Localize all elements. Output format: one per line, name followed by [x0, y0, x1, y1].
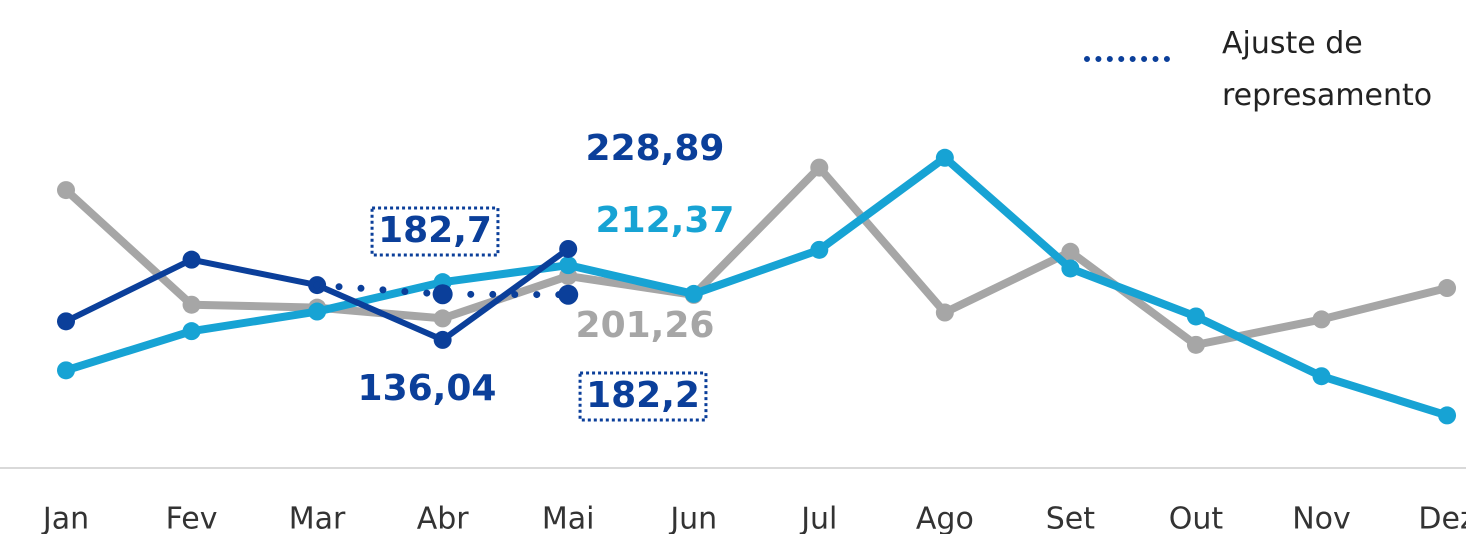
data-label: 201,26: [576, 305, 715, 346]
marker: [935, 148, 954, 167]
legend-swatch: [1084, 56, 1170, 62]
data-label: 228,89: [586, 128, 725, 169]
line: [62, 153, 1452, 420]
marker: [559, 256, 578, 275]
data-label: 182,2: [586, 375, 700, 416]
x-tick-label: Abr: [417, 502, 470, 534]
line: [62, 163, 1452, 349]
marker: [57, 312, 75, 331]
data-label: 182,7: [378, 210, 492, 251]
marker: [1061, 242, 1080, 261]
marker: [182, 295, 201, 314]
x-tick-label: Ago: [916, 502, 974, 534]
marker: [684, 284, 703, 303]
data-label: 136,04: [358, 368, 497, 409]
marker: [1186, 335, 1205, 354]
x-tick-label: Set: [1046, 502, 1096, 534]
marker: [1312, 367, 1331, 386]
marker: [1438, 406, 1457, 425]
marker: [1312, 310, 1331, 329]
label-box: [578, 371, 708, 422]
marker: [308, 302, 327, 321]
marker: [182, 322, 201, 341]
x-tick-label: Jun: [668, 502, 717, 534]
x-tick-label: Out: [1169, 502, 1224, 534]
label-box: [370, 206, 500, 257]
marker: [1061, 259, 1080, 278]
marker: [810, 240, 829, 259]
x-tick-label: Fev: [166, 502, 218, 534]
x-tick-label: Mar: [289, 502, 346, 534]
marker: [558, 284, 579, 305]
marker: [1438, 279, 1457, 298]
marker: [182, 250, 201, 269]
marker: [433, 330, 452, 349]
marker: [432, 284, 453, 305]
marker: [57, 361, 75, 380]
marker: [810, 158, 829, 177]
x-tick-label: Jan: [41, 502, 89, 534]
marker: [57, 181, 75, 200]
marker: [1186, 307, 1205, 326]
x-tick-label: Nov: [1292, 502, 1351, 534]
x-tick-label: Mai: [542, 502, 595, 534]
legend-label: Ajuste de represamento: [1222, 26, 1433, 113]
marker: [433, 309, 452, 328]
marker: [935, 303, 954, 322]
x-tick-label: Jul: [799, 502, 837, 534]
dotted-line: [313, 281, 572, 299]
x-tick-label: Dez: [1418, 502, 1466, 534]
data-label: 212,37: [596, 200, 735, 241]
marker: [559, 239, 578, 258]
